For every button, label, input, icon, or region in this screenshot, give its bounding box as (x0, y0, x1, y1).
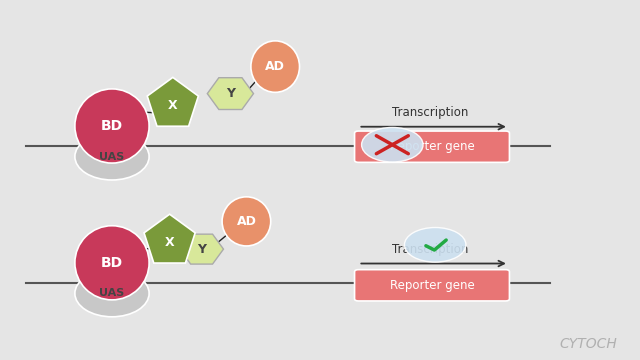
Polygon shape (147, 77, 198, 126)
Text: Transcription: Transcription (392, 106, 468, 119)
Ellipse shape (75, 226, 149, 300)
Ellipse shape (75, 133, 149, 180)
Text: BD: BD (101, 256, 123, 270)
Text: UAS: UAS (99, 288, 125, 298)
Text: AD: AD (236, 215, 257, 228)
Text: UAS: UAS (99, 152, 125, 162)
Polygon shape (207, 78, 253, 109)
FancyBboxPatch shape (355, 131, 509, 162)
Ellipse shape (75, 270, 149, 317)
Ellipse shape (75, 89, 149, 163)
Text: BD: BD (101, 119, 123, 133)
Text: Y: Y (197, 243, 206, 256)
Polygon shape (144, 214, 195, 263)
Text: X: X (164, 236, 175, 249)
FancyBboxPatch shape (355, 270, 509, 301)
Ellipse shape (251, 41, 300, 93)
Polygon shape (180, 234, 223, 264)
Text: Reporter gene: Reporter gene (390, 279, 474, 292)
Text: X: X (168, 99, 178, 112)
Text: AD: AD (265, 60, 285, 73)
Text: CYTOCH: CYTOCH (560, 337, 618, 351)
Text: Transcription: Transcription (392, 243, 468, 256)
Text: Y: Y (226, 87, 235, 100)
Ellipse shape (222, 197, 271, 246)
Circle shape (404, 228, 466, 262)
Circle shape (362, 127, 423, 162)
Text: Reporter gene: Reporter gene (390, 140, 474, 153)
